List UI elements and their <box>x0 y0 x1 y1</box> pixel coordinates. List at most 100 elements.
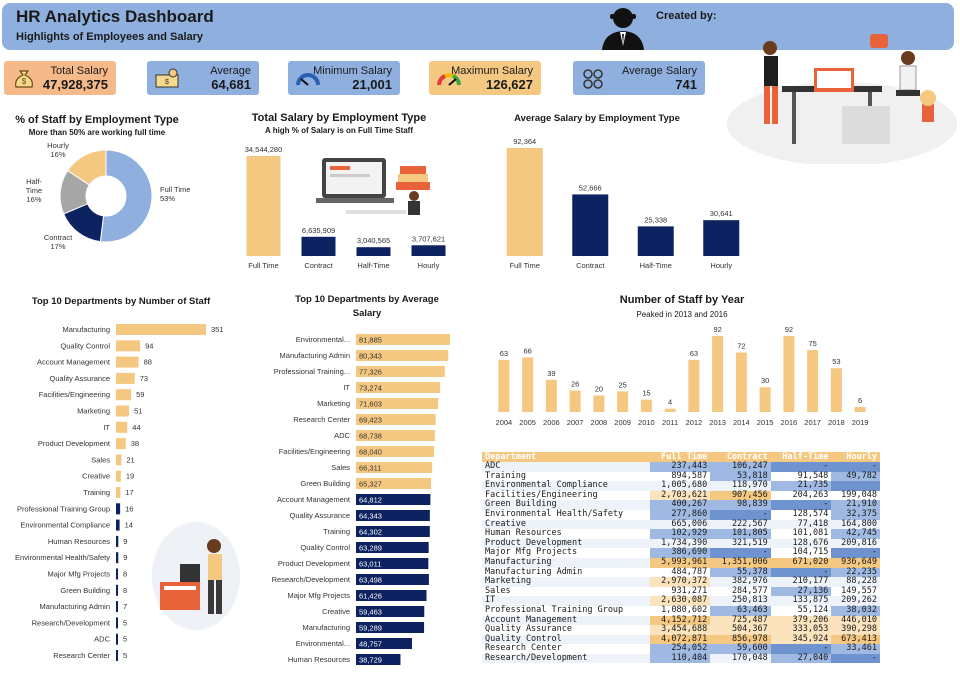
table-cell: 63,463 <box>710 605 771 616</box>
table-column-header: Hourly <box>831 452 880 462</box>
table-column-header: Half-Time <box>770 452 832 462</box>
dept-avg-label: Research/Development <box>272 575 351 584</box>
year-bar <box>569 390 581 412</box>
dept-staff-bar <box>116 568 119 580</box>
dept-avg-label: IT <box>343 383 350 392</box>
chart-bar <box>356 247 391 256</box>
dept-avg-label: Quality Control <box>300 543 350 552</box>
table-row: IT 2,630,087 250,813 133,875 209,262 <box>482 596 880 606</box>
year-value-label: 92 <box>713 325 721 334</box>
table-cell: Manufacturing Admin <box>485 566 583 577</box>
cash-icon: $ <box>155 68 179 88</box>
dept-staff-bar <box>116 650 118 661</box>
dept-avg-value: 73,274 <box>359 384 382 393</box>
kpi-value: 126,627 <box>486 77 533 92</box>
dept-avg-label: Environmental... <box>296 335 350 344</box>
avg-salary-title: Average Salary by Employment Type <box>514 113 680 124</box>
dept-avg-value: 63,011 <box>359 560 381 569</box>
dept-avg-value: 81,885 <box>359 336 382 345</box>
year-category-label: 2010 <box>638 418 655 427</box>
dept-avg-bar <box>356 574 429 585</box>
dept-staff-bar <box>116 372 135 384</box>
table-cell: 21,910 <box>831 500 880 510</box>
year-category-label: 2011 <box>662 418 678 427</box>
table-cell: 209,262 <box>831 596 880 606</box>
dept-staff-value: 351 <box>211 325 224 334</box>
year-value-label: 15 <box>642 389 650 398</box>
table-cell: 222,567 <box>710 519 771 530</box>
year-category-label: 2019 <box>852 418 869 427</box>
dashboard-subtitle: Highlights of Employees and Salary <box>16 31 204 43</box>
table-row: Research/Development 110,404 170,048 27,040… <box>482 653 880 664</box>
dept-avg-value: 71,603 <box>359 400 382 409</box>
dept-avg-bar <box>356 430 435 441</box>
table-cell: - <box>770 461 832 472</box>
table-cell: Marketing <box>482 577 650 587</box>
chart-value-label: 3,707,621 <box>412 234 445 243</box>
year-bar <box>498 359 510 412</box>
table-cell: 104,715 <box>792 547 829 558</box>
dept-staff-bar <box>116 584 119 596</box>
table-cell: 204,263 <box>792 489 829 500</box>
chart-value-label: 92,364 <box>513 137 536 146</box>
dept-avg-value: 80,343 <box>359 352 382 361</box>
chart-bar <box>301 236 336 256</box>
top-dept-staff-bar-chart: Manufacturing 351 Quality Control 94 Account… <box>15 324 224 661</box>
table-cell: - <box>770 567 832 578</box>
dept-avg-value: 59,463 <box>359 608 382 617</box>
table-cell: 133,875 <box>770 596 832 606</box>
dept-avg-bar <box>356 638 412 649</box>
dept-avg-value: 65,327 <box>359 480 382 489</box>
year-value-label: 63 <box>690 349 698 358</box>
table-cell: Facilities/Engineering <box>485 489 598 500</box>
table-row: Manufacturing 5,993,961 1,351,006 671,020 93… <box>482 557 880 568</box>
table-cell: 1,734,390 <box>649 538 711 549</box>
chart-bar <box>246 156 281 256</box>
dept-staff-bar <box>116 552 119 564</box>
year-value-label: 53 <box>832 357 840 366</box>
year-category-label: 2004 <box>496 418 513 427</box>
table-cell: Training <box>485 470 526 481</box>
dept-avg-bar <box>356 478 431 489</box>
dept-avg-bar <box>356 366 445 377</box>
dept-staff-label: ADC <box>94 635 110 644</box>
people-icon <box>583 69 603 89</box>
dept-staff-value: 73 <box>140 374 148 383</box>
table-cell: 106,247 <box>710 461 771 472</box>
table-row: Major Mfg Projects 386,690-104,715- <box>482 548 880 558</box>
dept-staff-label: Research Center <box>53 651 110 660</box>
kpi-average-salary: Average Salary 741 <box>573 61 705 95</box>
year-category-label: 2006 <box>543 418 560 427</box>
dept-avg-value: 68,738 <box>359 432 382 441</box>
year-value-label: 39 <box>547 369 555 378</box>
table-cell: 55,378 <box>710 567 771 578</box>
table-cell: 5,993,961 <box>649 557 711 568</box>
table-cell: - <box>770 644 832 654</box>
dept-avg-label: Sales <box>331 463 350 472</box>
dept-staff-label: Sales <box>91 455 110 464</box>
dept-staff-value: 51 <box>134 407 142 416</box>
table-cell: 321,519 <box>710 538 771 549</box>
table-cell: 386,690 <box>649 548 711 558</box>
dept-avg-label: Quality Assurance <box>290 511 350 520</box>
dept-avg-bar <box>356 398 439 409</box>
dept-staff-bar <box>116 340 141 352</box>
chart-bar <box>411 245 446 256</box>
year-bar <box>854 407 866 412</box>
dept-avg-label: Training <box>323 527 350 536</box>
dept-avg-label: Product Development <box>278 559 351 568</box>
dept-staff-value: 7 <box>123 602 127 611</box>
table-cell: 101,081 <box>792 528 829 539</box>
dashboard-title: HR Analytics Dashboard <box>16 7 214 26</box>
staff-pct-donut-chart: Full Time 53% Contract 17% Half-Time 16% Hourl… <box>26 141 191 251</box>
dept-avg-label: Professional Training... <box>274 367 350 376</box>
year-value-label: 26 <box>571 380 579 389</box>
year-bar <box>688 359 700 412</box>
dept-avg-value: 61,426 <box>359 592 382 601</box>
table-row: ADC 237,443 106,247- - <box>482 461 880 472</box>
dept-avg-value: 64,812 <box>359 496 382 505</box>
table-cell: 382,976 <box>710 577 771 587</box>
year-category-label: 2014 <box>733 418 750 427</box>
chart-value-label: 6,635,909 <box>302 226 335 235</box>
kpi-label: Maximum Salary <box>451 65 533 77</box>
